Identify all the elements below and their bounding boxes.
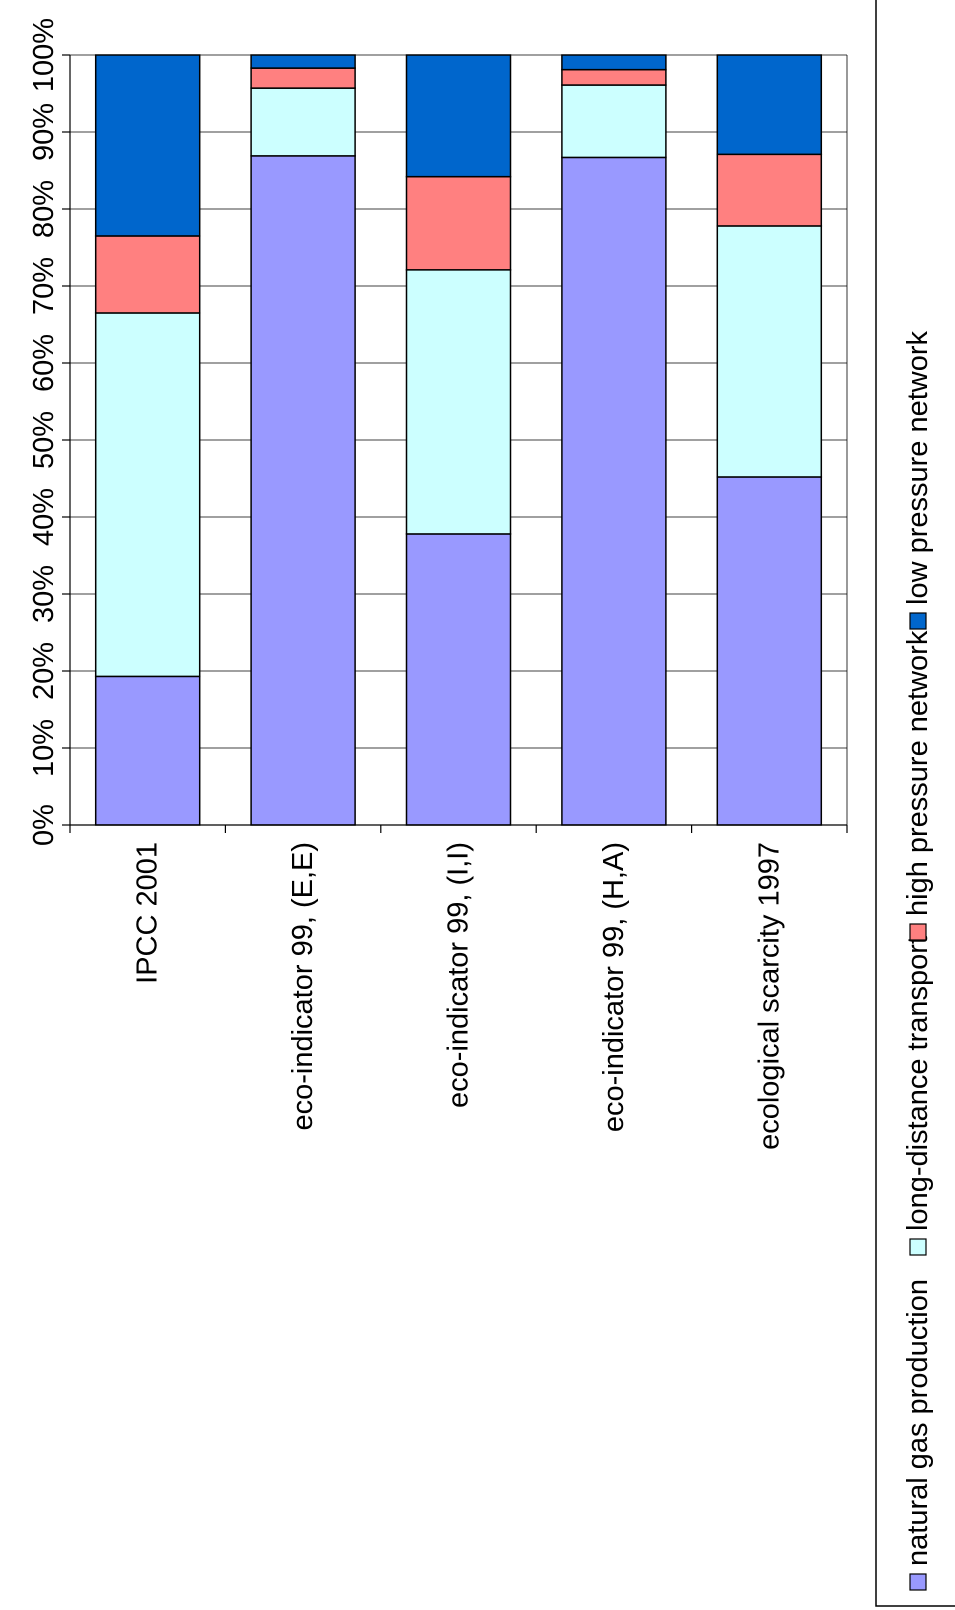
value-tick-label: 70%	[28, 257, 60, 315]
bar-segment	[716, 476, 823, 826]
bar-segment	[94, 675, 201, 826]
bar-segment	[405, 54, 512, 178]
bar-segment	[561, 156, 667, 826]
legend: natural gas production long-distance tran…	[875, 0, 955, 1607]
bar-segment	[561, 54, 667, 71]
value-tick-labels: 0% 10% 20% 30% 40% 50% 60% 70% 80% 90% 100%	[28, 18, 60, 846]
bar-segment	[250, 54, 356, 69]
bar-segment	[94, 54, 201, 237]
value-tick-label: 80%	[28, 180, 60, 238]
legend-swatch	[909, 612, 927, 630]
category-label: IPCC 2001	[132, 842, 164, 984]
legend-swatch	[909, 923, 927, 941]
category-label: ecological scarcity 1997	[753, 842, 785, 1150]
bar-segment	[94, 235, 201, 314]
bar-segment	[716, 54, 823, 156]
value-tick-label: 100%	[28, 18, 60, 92]
bar-segment	[405, 269, 512, 535]
category-labels: IPCC 2001 eco-indicator 99, (E,E) eco-indi…	[132, 842, 786, 1150]
value-tick-label: 90%	[28, 103, 60, 161]
value-tick-label: 50%	[28, 411, 60, 469]
legend-swatch	[909, 1573, 927, 1591]
legend-swatch	[909, 1238, 927, 1256]
bar-segment	[405, 175, 512, 271]
value-tick-label: 40%	[28, 488, 60, 546]
legend-label: high pressure network	[902, 630, 934, 916]
bar-segment	[250, 67, 356, 89]
bar-segment	[716, 225, 823, 478]
category-label: eco-indicator 99, (E,E)	[287, 842, 319, 1131]
bar-segment	[94, 312, 201, 678]
bar-segment	[250, 155, 356, 826]
bar-segment	[561, 68, 667, 86]
value-tick-label: 30%	[28, 565, 60, 623]
legend-label: low pressure network	[902, 331, 934, 605]
bar-segment	[561, 84, 667, 159]
category-label: eco-indicator 99, (I,I)	[443, 842, 475, 1108]
legend-label: long-distance transport	[902, 936, 934, 1231]
value-tick-label: 20%	[28, 642, 60, 700]
value-tick-label: 60%	[28, 334, 60, 392]
category-label: eco-indicator 99, (H,A)	[598, 842, 630, 1132]
axes	[62, 54, 848, 833]
bars	[94, 54, 823, 826]
legend-box	[875, 0, 955, 1607]
bar-segment	[716, 153, 823, 227]
legend-label: natural gas production	[902, 1279, 934, 1566]
plot-area: 0% 10% 20% 30% 40% 50% 60% 70% 80% 90% 100% IPCC 2…	[28, 18, 848, 1150]
bar-segment	[250, 87, 356, 157]
bar-segment	[405, 533, 512, 826]
value-tick-label: 10%	[28, 719, 60, 777]
value-tick-label: 0%	[28, 804, 60, 846]
